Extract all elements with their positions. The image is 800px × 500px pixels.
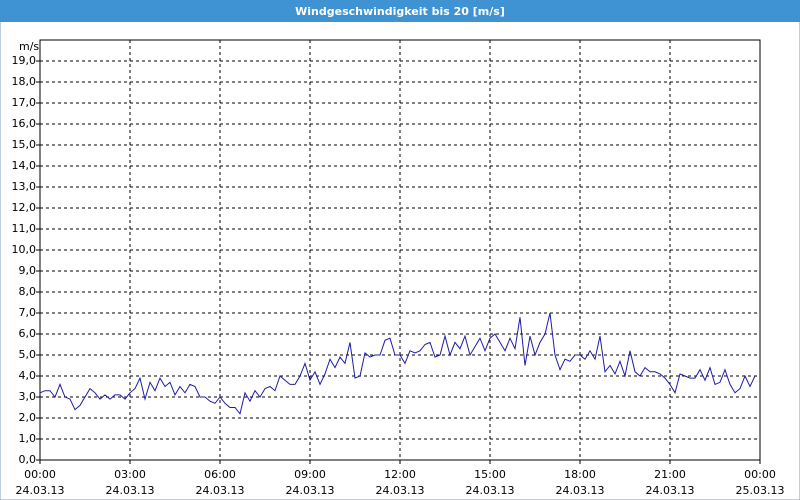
y-axis-label: m/s: [19, 40, 39, 53]
x-tick-label: 06:00: [204, 468, 236, 481]
y-tick-label: 11,0: [12, 222, 37, 235]
y-tick-label: 14,0: [12, 159, 37, 172]
y-tick-label: 1,0: [19, 432, 37, 445]
x-tick-label: 18:00: [564, 468, 596, 481]
y-tick-label: 3,0: [19, 390, 37, 403]
x-tick-date: 24.03.13: [556, 484, 605, 497]
x-tick-date: 24.03.13: [646, 484, 695, 497]
x-tick-date: 25.03.13: [736, 484, 785, 497]
y-tick-label: 8,0: [19, 285, 37, 298]
x-tick-label: 15:00: [474, 468, 506, 481]
x-tick-label: 00:00: [744, 468, 776, 481]
y-tick-label: 2,0: [19, 411, 37, 424]
x-tick-date: 24.03.13: [106, 484, 155, 497]
y-tick-label: 15,0: [12, 138, 37, 151]
plot-border: [39, 39, 761, 461]
chart-title: Windgeschwindigkeit bis 20 [m/s]: [295, 5, 505, 18]
x-tick-date: 24.03.13: [466, 484, 515, 497]
x-tick-label: 09:00: [294, 468, 326, 481]
y-tick-label: 13,0: [12, 180, 37, 193]
x-tick-label: 00:00: [24, 468, 56, 481]
y-tick-label: 19,0: [12, 54, 37, 67]
y-tick-label: 7,0: [19, 306, 37, 319]
y-tick-label: 9,0: [19, 264, 37, 277]
y-tick-label: 18,0: [12, 75, 37, 88]
x-tick-label: 03:00: [114, 468, 146, 481]
x-tick-date: 24.03.13: [196, 484, 245, 497]
x-tick-label: 21:00: [654, 468, 686, 481]
y-tick-label: 5,0: [19, 348, 37, 361]
y-tick-label: 6,0: [19, 327, 37, 340]
title-bar: [0, 0, 800, 22]
y-tick-label: 17,0: [12, 96, 37, 109]
x-tick-label: 12:00: [384, 468, 416, 481]
y-tick-label: 0,0: [19, 453, 37, 466]
y-tick-label: 4,0: [19, 369, 37, 382]
y-tick-label: 10,0: [12, 243, 37, 256]
x-tick-date: 24.03.13: [376, 484, 425, 497]
x-tick-date: 24.03.13: [286, 484, 335, 497]
y-tick-label: 12,0: [12, 201, 37, 214]
x-tick-date: 24.03.13: [16, 484, 65, 497]
y-tick-label: 16,0: [12, 117, 37, 130]
data-line: [39, 312, 756, 415]
